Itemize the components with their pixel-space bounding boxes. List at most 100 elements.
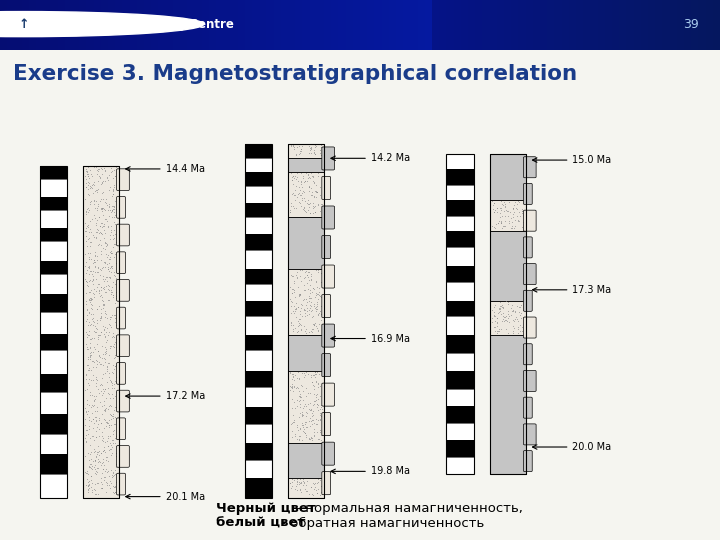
Bar <box>40 312 67 334</box>
Bar <box>684 0 691 50</box>
Bar <box>40 166 67 179</box>
Bar <box>40 454 67 474</box>
Bar <box>245 269 272 284</box>
Bar <box>288 371 324 443</box>
Bar <box>446 216 474 231</box>
Bar <box>86 0 94 50</box>
Bar <box>245 424 272 443</box>
Bar <box>706 0 713 50</box>
Text: 20.0 Ma: 20.0 Ma <box>533 442 611 452</box>
Text: 20.1 Ma: 20.1 Ma <box>126 491 204 502</box>
Bar <box>662 0 670 50</box>
Bar <box>446 169 474 185</box>
Text: 17.2 Ma: 17.2 Ma <box>126 391 205 401</box>
Bar <box>166 0 173 50</box>
Bar <box>475 0 482 50</box>
Bar <box>288 335 324 371</box>
Bar <box>122 0 130 50</box>
Bar <box>108 0 115 50</box>
Bar <box>0 0 7 50</box>
Bar <box>58 0 65 50</box>
FancyBboxPatch shape <box>117 335 130 356</box>
Bar <box>310 0 317 50</box>
FancyBboxPatch shape <box>117 197 125 218</box>
Bar <box>540 0 547 50</box>
Bar <box>40 274 67 294</box>
Text: - обратная намагниченность: - обратная намагниченность <box>277 517 485 530</box>
Bar <box>230 0 238 50</box>
Bar <box>446 266 474 282</box>
Bar <box>670 0 677 50</box>
Bar <box>605 0 612 50</box>
Bar <box>295 0 302 50</box>
Text: Petroleum Learning Centre: Petroleum Learning Centre <box>54 18 234 31</box>
Bar <box>367 0 374 50</box>
Bar <box>130 0 137 50</box>
Bar <box>569 0 576 50</box>
Bar <box>245 443 272 460</box>
FancyBboxPatch shape <box>117 446 130 467</box>
Bar <box>101 0 108 50</box>
Bar <box>468 0 475 50</box>
Bar <box>446 282 474 301</box>
Bar <box>7 0 14 50</box>
FancyBboxPatch shape <box>322 177 330 199</box>
Bar <box>180 0 187 50</box>
Bar <box>446 200 474 216</box>
Circle shape <box>0 11 204 37</box>
Bar <box>288 478 324 498</box>
Text: Exercise 3. Magnetostratigraphical correlation: Exercise 3. Magnetostratigraphical corre… <box>13 64 577 84</box>
Bar <box>187 0 194 50</box>
Bar <box>245 0 252 50</box>
Bar <box>389 0 396 50</box>
Bar <box>446 457 474 475</box>
Bar <box>245 284 272 301</box>
Bar <box>302 0 310 50</box>
Bar <box>65 0 72 50</box>
Bar <box>634 0 641 50</box>
Bar <box>490 200 526 231</box>
Bar <box>209 0 216 50</box>
Bar <box>446 185 474 200</box>
Bar <box>331 0 338 50</box>
Bar <box>40 294 67 312</box>
FancyBboxPatch shape <box>322 324 335 347</box>
FancyBboxPatch shape <box>117 307 125 329</box>
Bar <box>245 172 272 186</box>
Bar <box>40 241 67 261</box>
Bar <box>482 0 490 50</box>
Bar <box>446 231 474 247</box>
Bar <box>360 0 367 50</box>
FancyBboxPatch shape <box>322 294 330 318</box>
Bar <box>446 441 474 457</box>
FancyBboxPatch shape <box>523 237 532 258</box>
FancyBboxPatch shape <box>117 252 125 274</box>
Bar <box>446 353 474 371</box>
Bar <box>245 186 272 202</box>
Bar <box>648 0 655 50</box>
Bar <box>245 202 272 217</box>
FancyBboxPatch shape <box>523 317 536 338</box>
FancyBboxPatch shape <box>322 442 335 465</box>
Bar <box>374 0 382 50</box>
FancyBboxPatch shape <box>523 370 536 392</box>
FancyBboxPatch shape <box>523 157 536 178</box>
Bar <box>79 0 86 50</box>
Bar <box>245 387 272 407</box>
Bar <box>29 0 36 50</box>
Bar <box>547 0 554 50</box>
Bar <box>245 158 272 172</box>
Bar <box>461 0 468 50</box>
Bar <box>439 0 446 50</box>
Bar <box>504 0 511 50</box>
Bar <box>245 234 272 250</box>
Bar <box>382 0 389 50</box>
Bar <box>583 0 590 50</box>
Bar <box>94 0 101 50</box>
FancyBboxPatch shape <box>523 264 536 285</box>
Bar <box>259 0 266 50</box>
Text: 17.3 Ma: 17.3 Ma <box>533 285 611 295</box>
Bar <box>698 0 706 50</box>
Bar <box>40 414 67 434</box>
Bar <box>511 0 518 50</box>
